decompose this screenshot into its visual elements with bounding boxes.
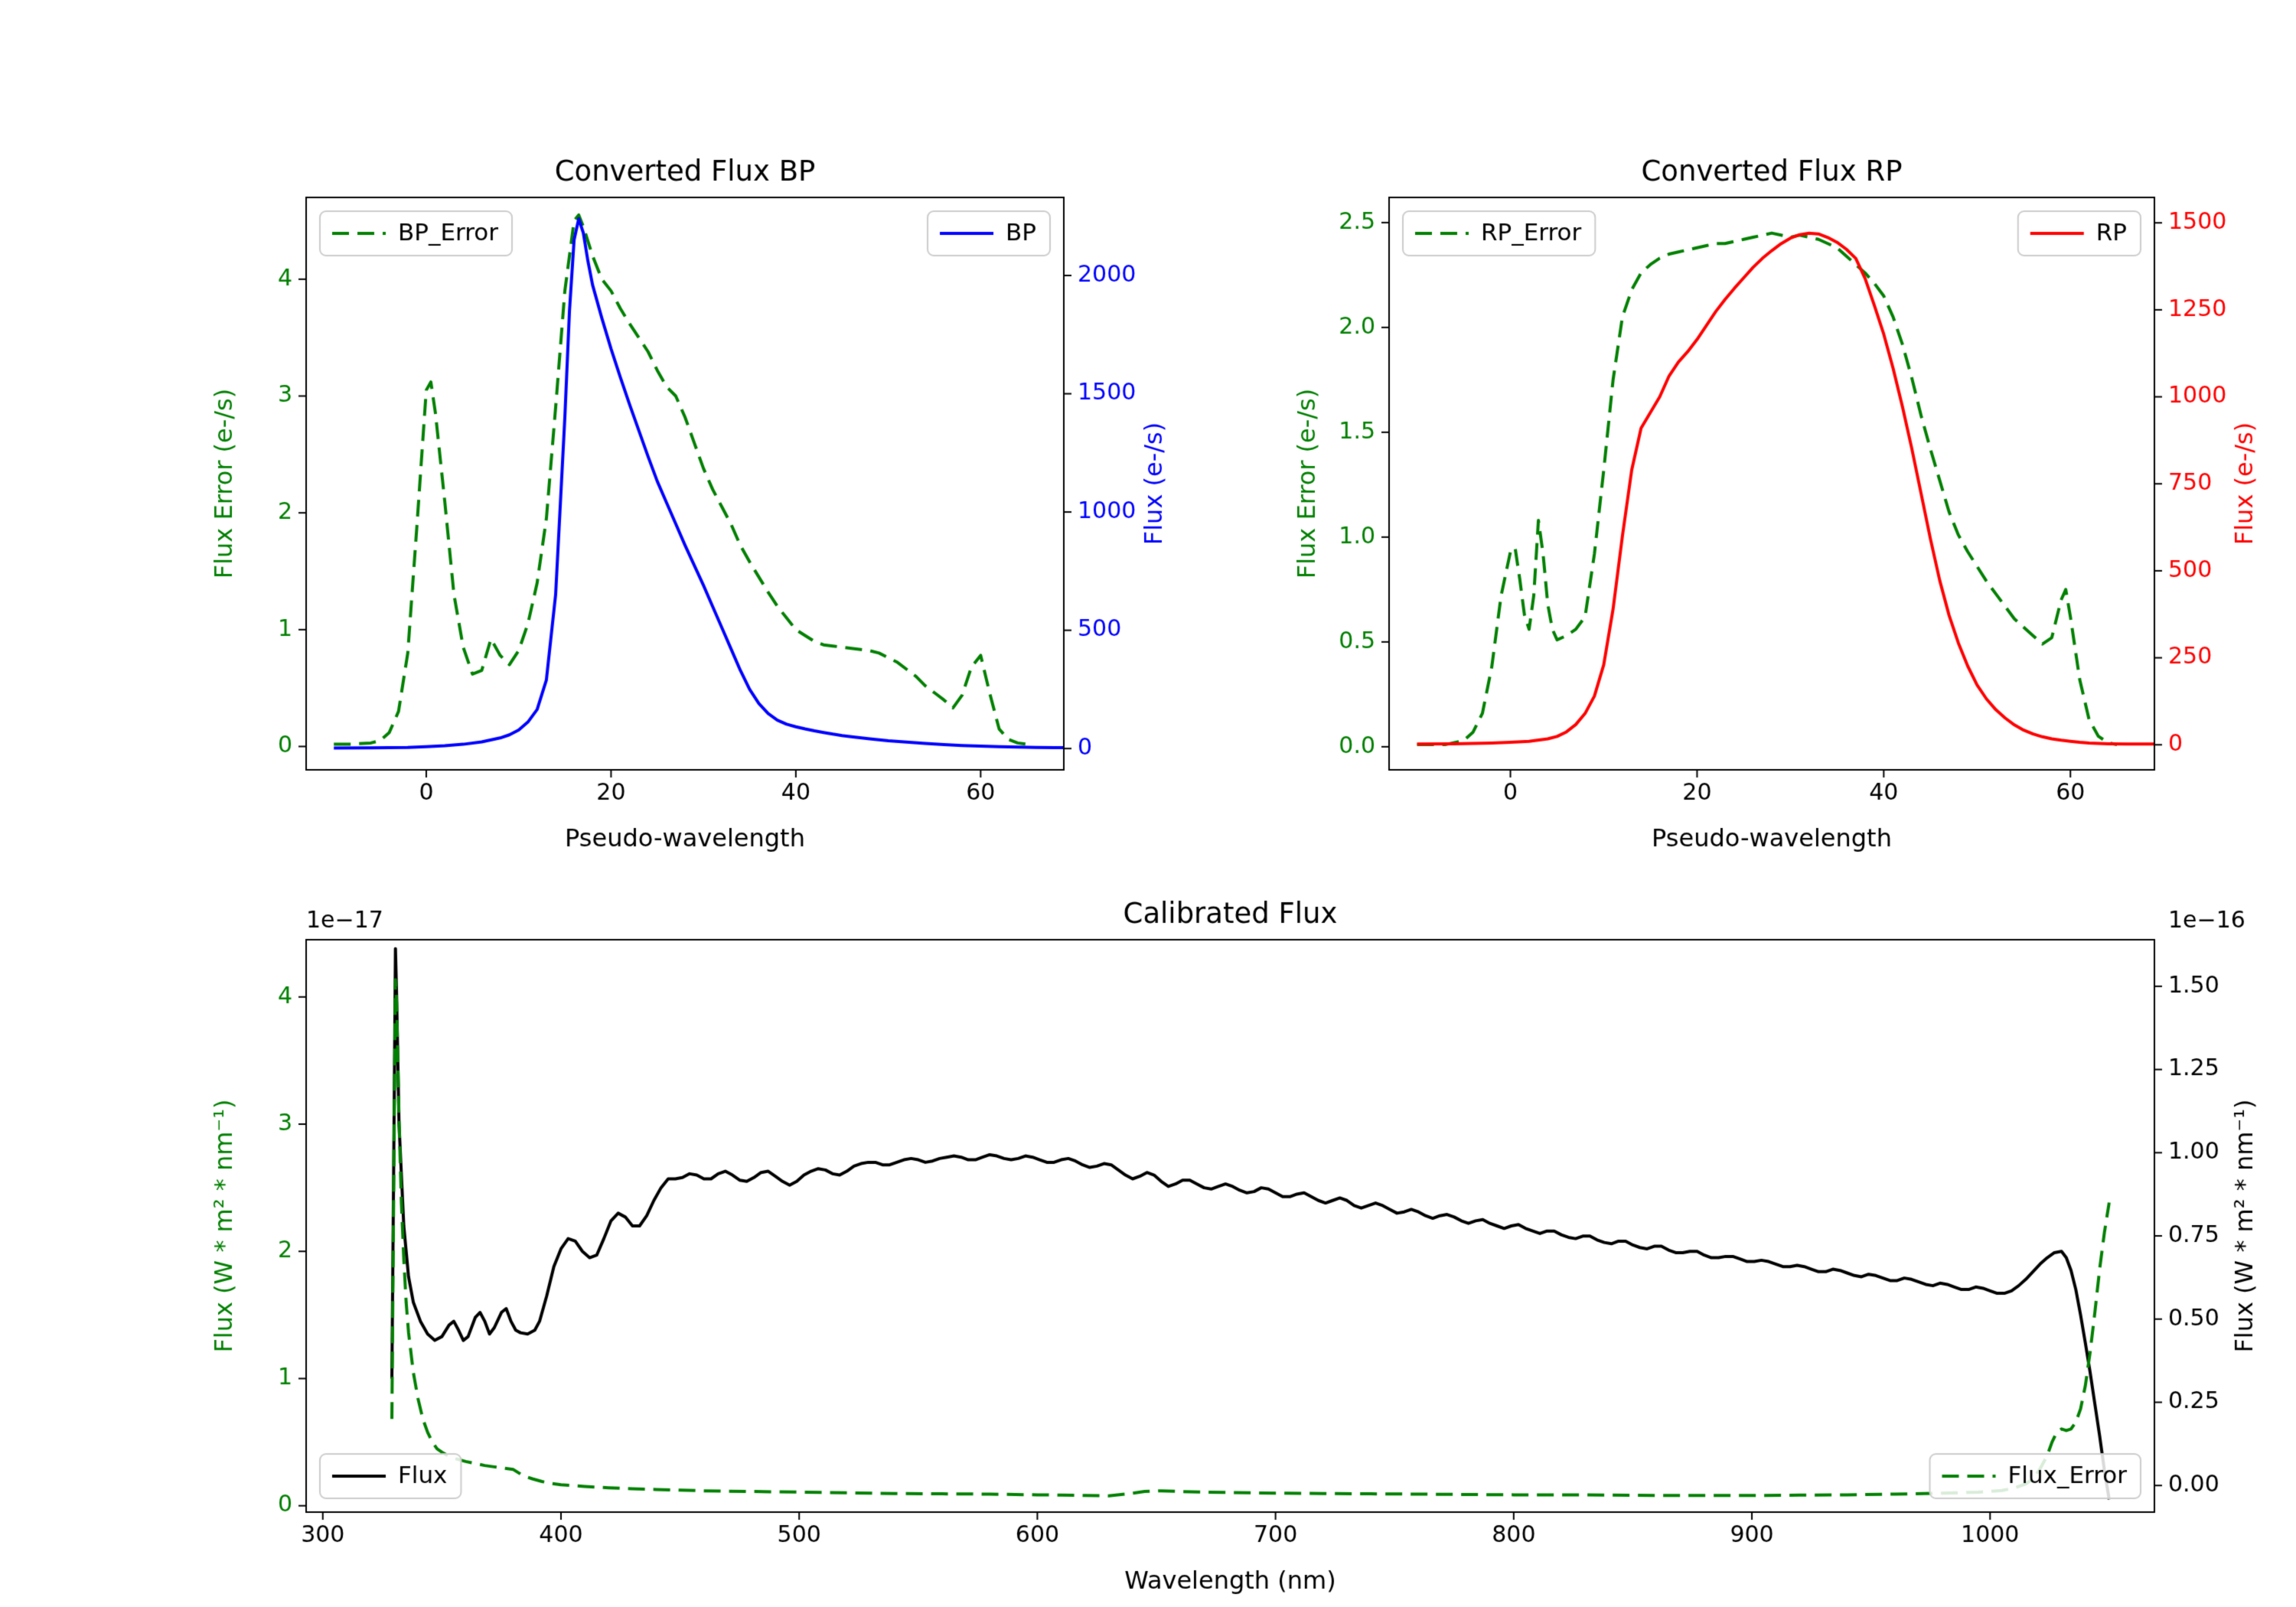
chart-converted-flux-bp [306, 197, 1064, 770]
chart-converted-flux-rp [1389, 197, 2154, 770]
chart-calibrated-flux [306, 940, 2154, 1512]
